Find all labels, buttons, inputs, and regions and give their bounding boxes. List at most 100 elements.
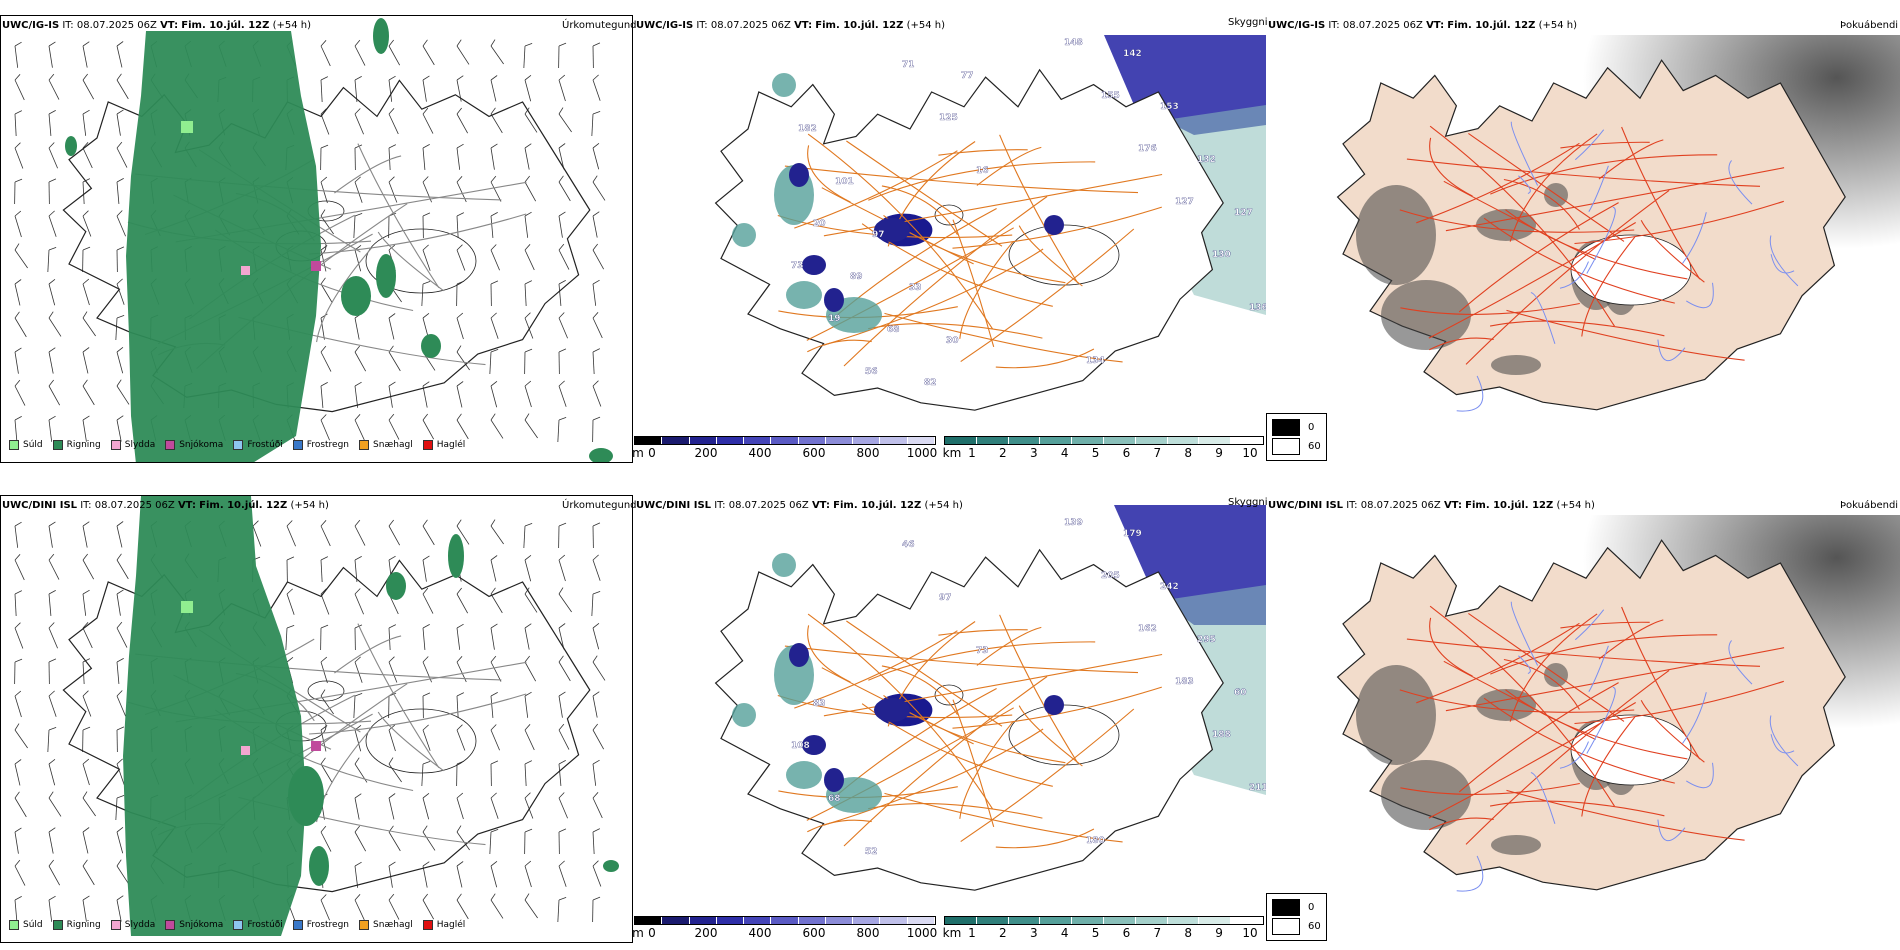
colorbar-tick-label: 4 bbox=[1060, 446, 1069, 460]
wind-barb bbox=[456, 792, 464, 820]
ceiling-colorbar-swatches-bottom bbox=[634, 916, 936, 925]
road-line bbox=[938, 149, 1028, 156]
wind-barb bbox=[48, 73, 60, 100]
wind-barb bbox=[490, 760, 499, 787]
wind-barb bbox=[14, 658, 23, 685]
fog-patch bbox=[1356, 185, 1436, 285]
road-line bbox=[1445, 167, 1785, 232]
wind-barb bbox=[456, 692, 465, 718]
legend-item-snæhagl: Snæhagl bbox=[359, 440, 413, 450]
wind-barb bbox=[82, 379, 95, 406]
road-line bbox=[1406, 158, 1761, 187]
wind-barb bbox=[558, 587, 572, 613]
colorbar-swatch bbox=[1072, 437, 1104, 444]
colorbar-tick-label: 400 bbox=[748, 446, 772, 460]
wind-barb bbox=[524, 244, 535, 271]
road-line bbox=[377, 711, 445, 772]
road-line bbox=[334, 635, 402, 674]
wind-barb bbox=[456, 587, 469, 614]
road-line bbox=[1399, 689, 1635, 713]
road-line bbox=[784, 165, 1139, 194]
wind-barb bbox=[592, 622, 600, 650]
road-line bbox=[884, 792, 1123, 843]
legend-label: Frostúði bbox=[247, 440, 283, 450]
wind-barb bbox=[592, 312, 603, 339]
visibility-patch bbox=[732, 703, 756, 727]
visibility-map-top[interactable]: 1481551761271301361341421531321277319567… bbox=[634, 15, 1266, 463]
wind-barb bbox=[116, 859, 130, 885]
wind-barb bbox=[490, 692, 498, 718]
wind-barb bbox=[320, 277, 333, 304]
legend-item-súld: Súld bbox=[9, 440, 43, 450]
wind-barb bbox=[354, 825, 367, 852]
wind-barb bbox=[422, 39, 435, 66]
colorbar-tick-label: 800 bbox=[856, 926, 880, 940]
wind-barb bbox=[82, 73, 95, 100]
wind-barb bbox=[558, 792, 568, 819]
ceiling-value-label: 97 bbox=[872, 230, 885, 240]
road-line bbox=[1489, 800, 1665, 817]
ceiling-value-label: 73 bbox=[791, 261, 804, 271]
wind-barb bbox=[490, 75, 498, 102]
glacier-outline bbox=[365, 708, 477, 774]
wind-barb bbox=[490, 587, 503, 614]
wind-barb bbox=[354, 861, 362, 888]
colorbar-swatch bbox=[880, 437, 908, 444]
precip-type-map-bottom[interactable] bbox=[1, 496, 633, 943]
ceiling-unit-label: m bbox=[632, 446, 644, 460]
wind-barb bbox=[82, 415, 90, 442]
wind-barb bbox=[592, 522, 601, 549]
wind-barb bbox=[48, 690, 57, 717]
wind-barb bbox=[592, 74, 601, 101]
wind-barb bbox=[320, 825, 332, 852]
precip-area bbox=[373, 18, 389, 54]
wind-barb bbox=[490, 519, 504, 545]
panel-title-bottom-right: Þokuábendi bbox=[1840, 500, 1899, 511]
wind-barb bbox=[48, 415, 56, 442]
fog-index-map-top[interactable] bbox=[1266, 35, 1900, 463]
colorbar-swatch bbox=[1167, 917, 1200, 924]
wind-barb bbox=[558, 828, 567, 855]
visibility-colorbar-labels: km 1 2 3 4 5 6 7 8 9 10 bbox=[943, 445, 1264, 460]
road-line bbox=[1429, 137, 1473, 197]
visibility-patch bbox=[786, 761, 822, 789]
road-line bbox=[1490, 634, 1718, 675]
ceiling-value-label: 46 bbox=[902, 540, 915, 550]
fog-index-map-bottom[interactable] bbox=[1266, 515, 1900, 943]
wind-barb bbox=[14, 243, 28, 269]
visibility-map-bottom[interactable]: 1392051621831882111801792422956010868524… bbox=[634, 495, 1266, 943]
legend-swatch bbox=[422, 440, 433, 450]
panel-header-top-left: UWC/IG-IS IT: 08.07.2025 06Z VT: Fim. 10… bbox=[2, 20, 311, 31]
colorbar-swatch bbox=[716, 917, 745, 924]
ceiling-colorbar-labels-bottom: m 0 200 400 600 800 1000 bbox=[632, 925, 937, 940]
colorbar-swatch bbox=[1103, 437, 1136, 444]
wind-barb bbox=[354, 624, 363, 651]
wind-barb bbox=[320, 656, 328, 684]
road-line bbox=[1468, 612, 1625, 722]
wind-barb bbox=[320, 556, 329, 582]
wind-barb bbox=[116, 726, 125, 753]
colorbar-tick-label: 200 bbox=[694, 926, 718, 940]
river-line bbox=[1769, 715, 1799, 767]
ceiling-value-label: 16 bbox=[976, 166, 989, 176]
fog-index-map-panel-top bbox=[1266, 35, 1900, 463]
road-line bbox=[1458, 682, 1619, 793]
wind-barb bbox=[422, 692, 431, 719]
colorbar-tick-label: 6 bbox=[1122, 926, 1131, 940]
legend-swatch bbox=[359, 440, 370, 450]
precip-type-map-top[interactable] bbox=[1, 16, 633, 463]
wind-barb bbox=[524, 828, 533, 855]
road-line bbox=[960, 228, 1135, 363]
colorbar-swatch bbox=[945, 437, 977, 444]
colorbar-swatch bbox=[716, 437, 745, 444]
ceiling-value-label: 52 bbox=[865, 847, 878, 857]
wind-barb bbox=[524, 107, 538, 133]
wind-barb bbox=[422, 555, 430, 582]
road-line bbox=[309, 213, 527, 255]
wind-barb bbox=[490, 623, 498, 650]
wind-barb bbox=[353, 692, 363, 718]
wind-barb bbox=[48, 142, 58, 169]
colorbar-swatch bbox=[1135, 437, 1168, 444]
wind-barb bbox=[422, 893, 435, 920]
road-line bbox=[1465, 669, 1670, 845]
